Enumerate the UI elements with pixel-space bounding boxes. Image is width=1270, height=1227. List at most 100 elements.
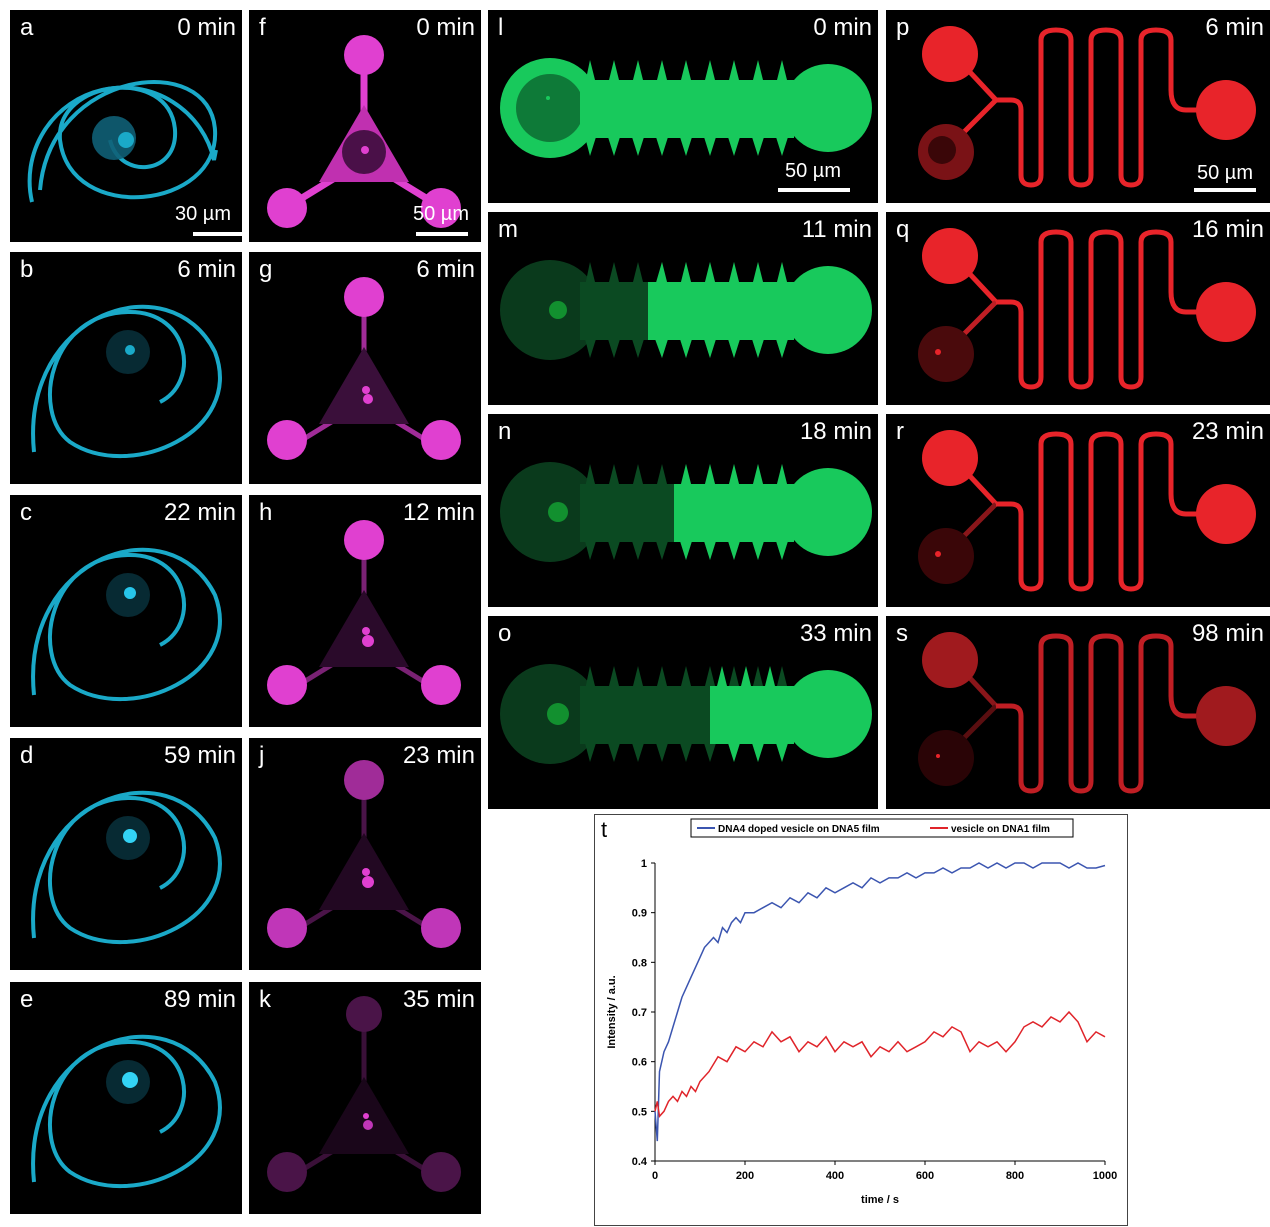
panel-label: e	[20, 986, 34, 1013]
scale-bar	[416, 232, 468, 236]
tristar-channel-image	[267, 277, 461, 460]
y-tick-label: 0.5	[632, 1106, 647, 1118]
panel-label: q	[896, 216, 910, 243]
panel-label: h	[259, 499, 273, 526]
panel-l: l 0 min 50 µm	[488, 10, 878, 203]
y-tick-label: 0.6	[632, 1057, 647, 1069]
spiral-channel-image	[31, 547, 222, 702]
serpentine-channel-image	[918, 26, 1256, 188]
tristar-channel-image	[267, 520, 461, 705]
time-stamp: 6 min	[177, 256, 236, 283]
scale-bar-label: 50 µm	[785, 160, 841, 182]
legend-box	[690, 818, 1074, 838]
y-axis-label: Intensity / a.u.	[606, 975, 618, 1048]
spiral-channel-image	[31, 790, 222, 945]
panel-label: s	[896, 620, 908, 647]
tristar-channel-image	[267, 760, 461, 948]
panel-d: d 59 min	[10, 738, 242, 970]
panel-r: r 23 min	[886, 414, 1270, 607]
panel-m: m 11 min	[488, 212, 878, 405]
x-tick-label: 800	[1006, 1170, 1024, 1182]
spiral-channel-image	[31, 1034, 222, 1189]
y-tick-label: 0.9	[632, 908, 647, 920]
panel-label: j	[259, 742, 265, 769]
time-stamp: 23 min	[1191, 418, 1264, 445]
intensity-chart-svg: 0.4 0.5 0.6 0.7 0.8 0.9 1 0 200 400 600 800 1000 time…	[601, 817, 1117, 1206]
panel-p: p 6 min 50 µm	[886, 10, 1270, 203]
y-tick-label: 0.8	[632, 957, 647, 969]
panel-label: l	[498, 14, 504, 41]
y-tick-label: 1	[641, 858, 647, 870]
zigzag-channel-image	[500, 58, 872, 158]
panel-n: n 18 min	[488, 414, 878, 607]
panel-e: e 89 min	[10, 982, 242, 1214]
panel-k: k 35 min	[249, 982, 481, 1214]
x-axis-label: time / s	[861, 1194, 899, 1206]
panel-s: s 98 min	[886, 616, 1270, 809]
tristar-channel-image	[267, 35, 461, 228]
intensity-chart: 0.4 0.5 0.6 0.7 0.8 0.9 1 0 200 400 600 800 1000 time…	[594, 814, 1128, 1226]
scale-bar	[778, 188, 850, 192]
panel-label: f	[259, 14, 266, 41]
time-stamp: 22 min	[163, 499, 236, 526]
panel-label: a	[20, 14, 34, 41]
x-tick-label: 0	[652, 1170, 658, 1182]
panel-q: q 16 min	[886, 212, 1270, 405]
time-stamp: 35 min	[402, 986, 475, 1013]
time-stamp: 11 min	[801, 216, 872, 243]
time-stamp: 16 min	[1191, 216, 1264, 243]
time-stamp: 98 min	[1191, 620, 1264, 647]
tristar-channel-image	[267, 996, 461, 1192]
panel-c: c 22 min	[10, 495, 242, 727]
series-line-1	[654, 862, 1106, 1142]
zigzag-channel-image	[500, 664, 872, 764]
panel-j: j 23 min	[249, 738, 481, 970]
series-line-2	[654, 1010, 1106, 1118]
time-stamp: 6 min	[1205, 14, 1264, 41]
time-stamp: 59 min	[163, 742, 236, 769]
time-stamp: 23 min	[402, 742, 475, 769]
panel-b: b 6 min	[10, 252, 242, 484]
legend-entry: vesicle on DNA1 film	[951, 824, 1050, 835]
panel-label: k	[259, 986, 271, 1013]
time-stamp: 33 min	[799, 620, 872, 647]
panel-label: d	[20, 742, 34, 769]
scale-bar-label: 50 µm	[1197, 162, 1253, 184]
time-stamp: 0 min	[177, 14, 236, 41]
scale-bar	[1194, 188, 1256, 192]
serpentine-channel-image	[918, 632, 1256, 794]
time-stamp: 18 min	[799, 418, 872, 445]
legend-entry: DNA4 doped vesicle on DNA5 film	[718, 824, 880, 835]
panel-label: o	[498, 620, 512, 647]
panel-h: h 12 min	[249, 495, 481, 727]
y-tick-label: 0.7	[632, 1007, 647, 1019]
x-tick-label: 1000	[1093, 1170, 1117, 1182]
spiral-channel-image	[27, 80, 218, 203]
time-stamp: 0 min	[813, 14, 872, 41]
panel-label: g	[259, 256, 273, 283]
x-tick-label: 400	[826, 1170, 844, 1182]
panel-f: f 0 min 50 µm	[249, 10, 481, 242]
serpentine-channel-image	[918, 430, 1256, 592]
scale-bar-label: 30 µm	[175, 203, 231, 225]
panel-label: p	[896, 14, 910, 41]
x-tick-label: 600	[916, 1170, 934, 1182]
time-stamp: 12 min	[402, 499, 475, 526]
time-stamp: 89 min	[163, 986, 236, 1013]
panel-o: o 33 min	[488, 616, 878, 809]
serpentine-channel-image	[918, 228, 1256, 390]
scale-bar	[193, 232, 242, 236]
panel-label: m	[498, 216, 518, 243]
panel-label: t	[601, 817, 607, 842]
panel-label: r	[896, 418, 904, 445]
x-tick-label: 200	[736, 1170, 754, 1182]
time-stamp: 0 min	[416, 14, 475, 41]
zigzag-channel-image	[500, 462, 872, 562]
y-tick-label: 0.4	[632, 1156, 648, 1168]
panel-label: n	[498, 418, 512, 445]
time-stamp: 6 min	[416, 256, 475, 283]
panel-label: c	[20, 499, 32, 526]
scale-bar-label: 50 µm	[413, 203, 469, 225]
panel-g: g 6 min	[249, 252, 481, 484]
panel-label: b	[20, 256, 34, 283]
